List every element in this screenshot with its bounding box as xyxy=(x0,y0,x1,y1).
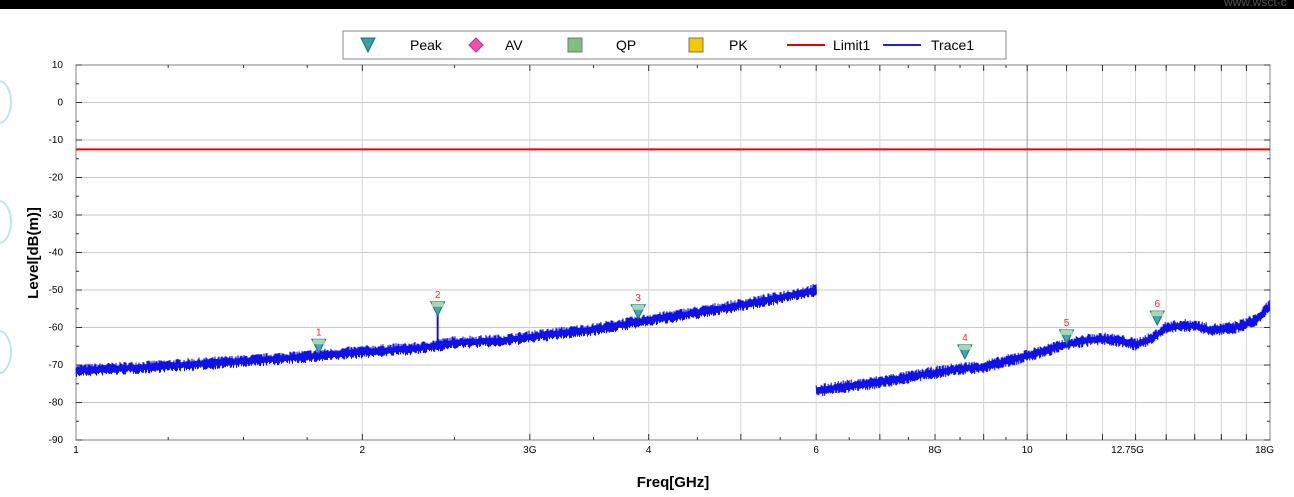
top-black-bar xyxy=(0,0,1294,9)
y-tick-label: -50 xyxy=(49,285,64,296)
trace1-line xyxy=(75,284,817,377)
marker-label: 4 xyxy=(962,333,968,344)
watermark-text: www.wsct-c xyxy=(1224,0,1287,9)
qp-marker-overlay xyxy=(431,301,444,307)
x-tick-label: 6 xyxy=(813,445,819,456)
legend-symbol-square xyxy=(567,37,583,53)
y-axis-title: Level[dB(m)] xyxy=(25,207,42,299)
y-tick-label: -10 xyxy=(49,135,64,146)
legend-label: PK xyxy=(729,37,748,53)
marker-label: 6 xyxy=(1154,299,1160,310)
marker-label: 3 xyxy=(635,293,641,304)
qp-marker-overlay xyxy=(1151,311,1164,317)
y-tick-label: -60 xyxy=(49,323,64,334)
qp-marker-overlay xyxy=(958,344,971,350)
x-tick-label: 8G xyxy=(928,445,942,456)
trace-series xyxy=(75,284,1271,397)
x-tick-label: 1 xyxy=(73,445,79,456)
x-tick-label: 3G xyxy=(523,445,537,456)
legend-label: QP xyxy=(616,37,636,53)
y-axis-ticks: 10 0 -10 -20 -30 -40 -50 -60 -70 -80 -90 xyxy=(49,60,1270,446)
x-axis-ticks: 1 2 3G 4 6 8G 10 12.75G 18G xyxy=(73,65,1274,456)
legend-label: AV xyxy=(505,37,523,53)
trace1-line xyxy=(815,300,1271,397)
legend-symbol-peak xyxy=(360,37,376,54)
y-tick-label: -40 xyxy=(49,248,64,259)
qp-marker-overlay xyxy=(1060,329,1073,335)
peak-markers: 1 2 3 4 5 6 xyxy=(311,290,1166,360)
legend-label: Trace1 xyxy=(931,37,974,53)
x-tick-label: 2 xyxy=(360,445,366,456)
x-tick-label: 12.75G xyxy=(1111,445,1144,456)
y-tick-label: -80 xyxy=(49,398,64,409)
y-tick-label: 0 xyxy=(57,98,63,109)
x-tick-label: 10 xyxy=(1022,445,1034,456)
legend-label: Limit1 xyxy=(833,37,871,53)
y-tick-label: -30 xyxy=(49,210,64,221)
legend-symbol-av xyxy=(468,37,484,53)
marker-label: 5 xyxy=(1064,318,1070,329)
legend-symbol-square xyxy=(688,37,704,53)
y-tick-label: -90 xyxy=(49,435,64,446)
legend-label: Peak xyxy=(410,37,443,53)
y-tick-label: 10 xyxy=(52,60,64,71)
x-tick-label: 4 xyxy=(646,445,652,456)
qp-marker-overlay xyxy=(312,339,325,345)
grid xyxy=(76,65,1270,440)
x-axis-title: Freq[GHz] xyxy=(637,474,710,491)
y-tick-label: -20 xyxy=(49,173,64,184)
marker-label: 2 xyxy=(435,290,441,301)
marker-label: 1 xyxy=(316,327,322,338)
y-tick-label: -70 xyxy=(49,360,64,371)
qp-marker-overlay xyxy=(632,304,645,310)
x-tick-label: 18G xyxy=(1255,445,1274,456)
legend: Peak AV QP PK Limit1 Trace1 xyxy=(360,37,974,54)
